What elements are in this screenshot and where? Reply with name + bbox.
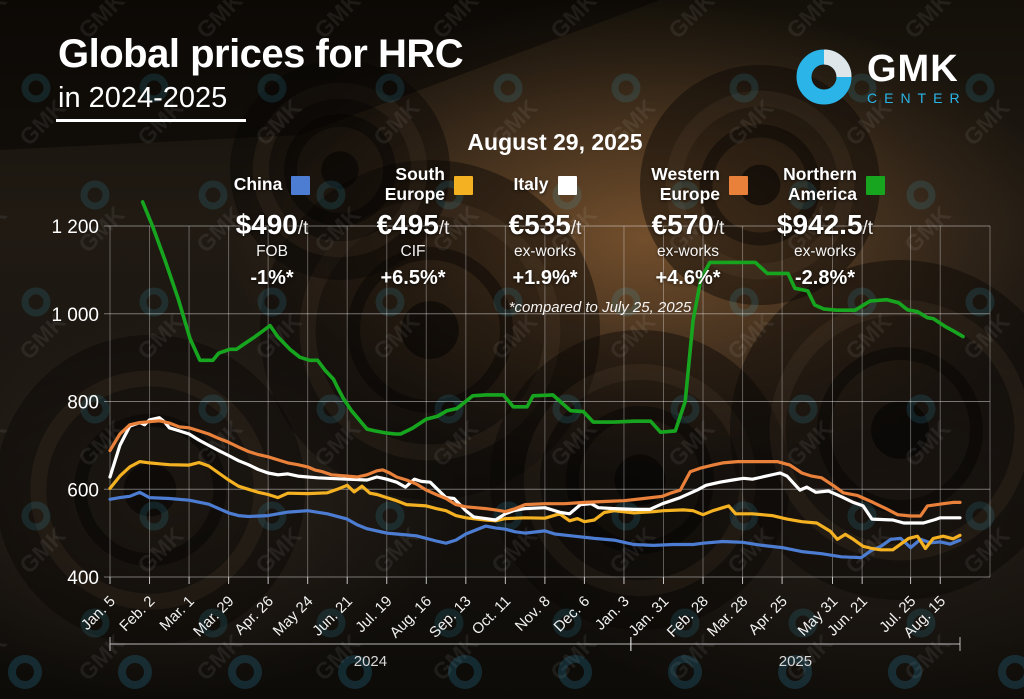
legend-column-western-europe: Western Europe €570/t ex-works +4.6%* — [608, 163, 768, 290]
series-label: China — [233, 174, 283, 195]
svg-text:Jun. 21: Jun. 21 — [309, 593, 356, 640]
gmk-donut-icon — [796, 49, 852, 105]
price-value: €570 — [651, 209, 714, 240]
svg-text:May 24: May 24 — [270, 593, 317, 640]
svg-text:2025: 2025 — [779, 653, 812, 670]
italy-color-swatch-icon — [557, 175, 577, 195]
series-label: Northern America — [783, 164, 857, 204]
svg-text:Nov. 8: Nov. 8 — [512, 593, 554, 635]
page-title: Global prices for HRC — [58, 32, 464, 76]
title-underline — [56, 119, 246, 122]
price-value: $942.5 — [776, 209, 863, 240]
svg-text:Dec. 6: Dec. 6 — [551, 593, 594, 636]
price-terms: ex-works — [793, 243, 856, 260]
price-change: +6.5%* — [380, 267, 446, 289]
svg-text:Apr. 25: Apr. 25 — [745, 593, 791, 639]
price-change: +1.9%* — [512, 267, 578, 289]
svg-text:600: 600 — [67, 480, 99, 501]
northern-america-color-swatch-icon — [866, 175, 885, 195]
svg-text:1 200: 1 200 — [51, 217, 99, 238]
price-unit: /t — [438, 218, 450, 239]
svg-text:Jan. 5: Jan. 5 — [78, 593, 119, 634]
price-unit: /t — [862, 218, 874, 239]
price-terms: FOB — [256, 243, 288, 260]
price-value: €495 — [376, 209, 439, 240]
gmk-center-logo: GMK CENTER — [795, 42, 1010, 112]
as-of-date: August 29, 2025 — [467, 129, 643, 155]
price-terms: ex-works — [513, 243, 576, 260]
comparison-footnote: *compared to July 25, 2025 — [508, 299, 692, 316]
logo-subtitle: CENTER — [867, 89, 967, 106]
south-europe-color-swatch-icon — [454, 175, 473, 195]
legend-column-south-europe: South Europe €495/t CIF +6.5%* — [333, 163, 493, 290]
legend-column-italy: Italy €535/t ex-works +1.9%* — [465, 163, 625, 290]
price-unit: /t — [570, 218, 582, 239]
price-change: +4.6%* — [655, 267, 721, 289]
logo-name: GMK — [867, 47, 959, 90]
svg-text:Mar. 29: Mar. 29 — [190, 593, 237, 640]
price-value: €535 — [508, 209, 571, 240]
page-subtitle: in 2024-2025 — [58, 82, 228, 114]
price-unit: /t — [297, 218, 309, 239]
svg-text:Feb. 2: Feb. 2 — [116, 593, 158, 635]
china-color-swatch-icon — [291, 175, 311, 195]
svg-text:Jan. 31: Jan. 31 — [625, 593, 672, 640]
series-label: Western Europe — [651, 164, 720, 204]
svg-text:GMK: GMK — [1017, 0, 1024, 44]
western-europe-color-swatch-icon — [729, 175, 748, 195]
svg-text:1 000: 1 000 — [51, 305, 99, 326]
price-change: -1%* — [250, 267, 294, 289]
svg-text:Apr. 26: Apr. 26 — [231, 593, 277, 639]
series-label: South Europe — [384, 164, 445, 204]
svg-text:Aug. 16: Aug. 16 — [387, 593, 436, 642]
legend-column-china: China $490/t FOB -1%* — [192, 163, 352, 290]
svg-text:Sep. 13: Sep. 13 — [426, 593, 475, 642]
svg-text:2024: 2024 — [354, 653, 387, 670]
svg-text:400: 400 — [67, 568, 99, 589]
price-change: -2.8%* — [794, 267, 856, 289]
series-label: Italy — [513, 174, 549, 195]
legend-column-northern-america: Northern America $942.5/t ex-works -2.8%… — [745, 163, 905, 290]
svg-text:Feb. 28: Feb. 28 — [664, 593, 712, 641]
svg-text:Mar. 28: Mar. 28 — [704, 593, 751, 640]
price-terms: CIF — [400, 243, 426, 260]
svg-text:800: 800 — [67, 393, 99, 414]
svg-text:Oct. 11: Oct. 11 — [469, 593, 514, 638]
price-value: $490 — [235, 209, 298, 240]
price-terms: ex-works — [656, 243, 719, 260]
price-unit: /t — [713, 218, 725, 239]
